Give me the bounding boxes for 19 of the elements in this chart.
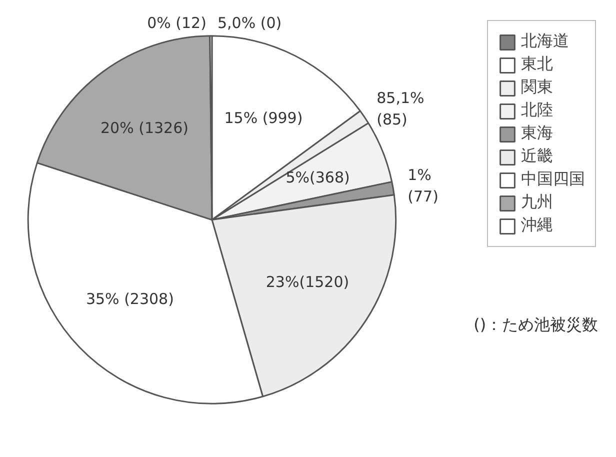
legend-label: 東北 <box>521 54 553 75</box>
legend-label: 沖縄 <box>521 215 553 236</box>
legend-label: 北海道 <box>521 31 569 52</box>
legend-label: 中国四国 <box>521 169 585 190</box>
text: 5,0% (0) <box>217 14 282 32</box>
data-label: 1% (77) <box>408 166 438 206</box>
legend-label: 関東 <box>521 77 553 98</box>
text: ()：ため池被災数 <box>474 314 598 334</box>
data-label: 15% (999) <box>224 109 303 128</box>
data-label: 0% (12) <box>147 14 206 32</box>
legend-label: 九州 <box>521 192 553 213</box>
data-label: 23%(1520) <box>266 273 350 292</box>
data-label: 20% (1326) <box>100 118 188 137</box>
data-label: 35% (2308) <box>86 290 174 308</box>
data-label: 85,1% (85) <box>376 88 424 129</box>
data-label: 5%(368) <box>286 168 350 186</box>
legend-label: 東海 <box>521 123 553 144</box>
legend-label: 北陸 <box>521 100 553 121</box>
legend-label: 近畿 <box>521 146 553 167</box>
